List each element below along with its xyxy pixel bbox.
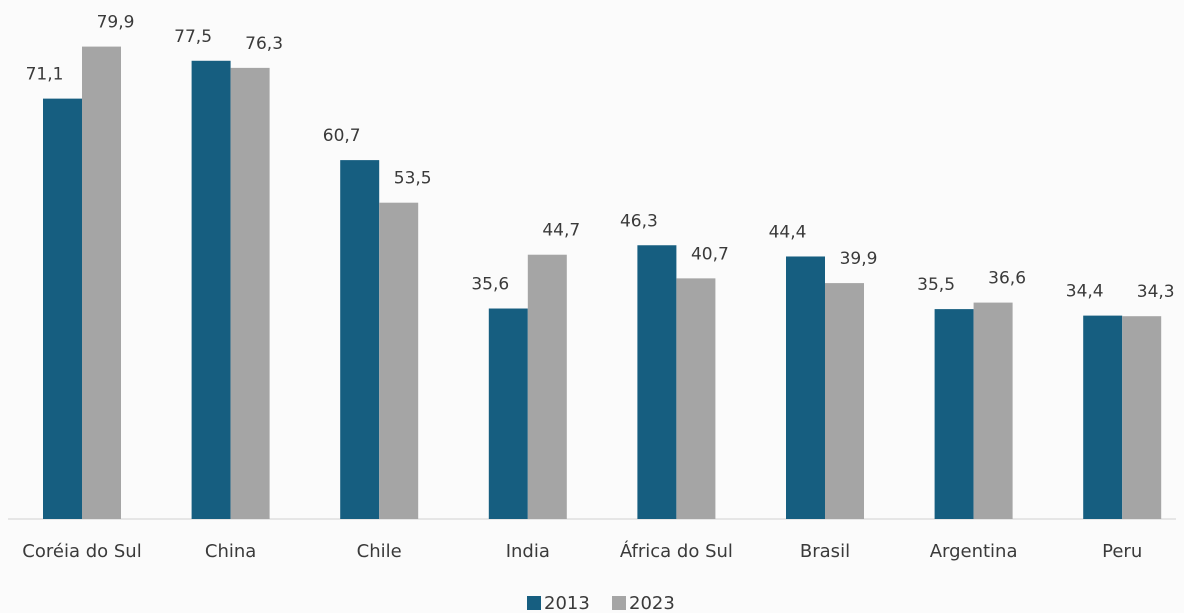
data-label: 44,7	[542, 221, 580, 241]
data-label: 34,4	[1066, 282, 1104, 302]
data-label: 46,3	[620, 211, 658, 231]
x-tick-label: Argentina	[930, 541, 1018, 562]
data-label: 79,9	[97, 13, 135, 33]
x-tick-label: Coréia do Sul	[22, 541, 141, 562]
data-label: 77,5	[174, 27, 212, 47]
legend-swatch	[612, 596, 626, 610]
legend-label: 2013	[544, 593, 590, 613]
data-label: 35,5	[917, 275, 955, 295]
bar	[973, 302, 1013, 519]
data-label: 34,3	[1137, 282, 1175, 302]
bar	[786, 256, 825, 519]
data-label: 60,7	[323, 126, 361, 146]
data-label: 39,9	[840, 249, 878, 269]
bar	[637, 245, 677, 519]
bar	[43, 98, 82, 519]
data-label: 76,3	[245, 34, 283, 54]
data-label: 53,5	[394, 169, 432, 189]
data-label: 35,6	[471, 275, 509, 295]
x-tick-label: China	[205, 541, 256, 562]
bar	[191, 60, 231, 519]
x-tick-label: África do Sul	[620, 540, 733, 562]
legend-swatch	[527, 596, 541, 610]
bar	[676, 278, 716, 519]
x-tick-label: Brasil	[800, 541, 850, 562]
bar	[230, 67, 270, 519]
bar	[488, 308, 528, 519]
bar	[1122, 316, 1162, 519]
data-label: 44,4	[769, 222, 807, 242]
bar	[934, 309, 974, 519]
x-tick-label: Peru	[1102, 541, 1142, 562]
bar	[1083, 315, 1123, 519]
bar	[527, 254, 567, 519]
x-tick-label: Chile	[357, 541, 402, 562]
bar	[82, 46, 121, 520]
data-label: 71,1	[26, 65, 64, 85]
bar	[340, 160, 380, 519]
bar	[379, 202, 419, 519]
bar	[825, 283, 864, 519]
x-tick-label: India	[506, 541, 550, 562]
data-label: 36,6	[988, 269, 1026, 289]
legend-label: 2023	[629, 593, 675, 613]
data-label: 40,7	[691, 244, 729, 264]
